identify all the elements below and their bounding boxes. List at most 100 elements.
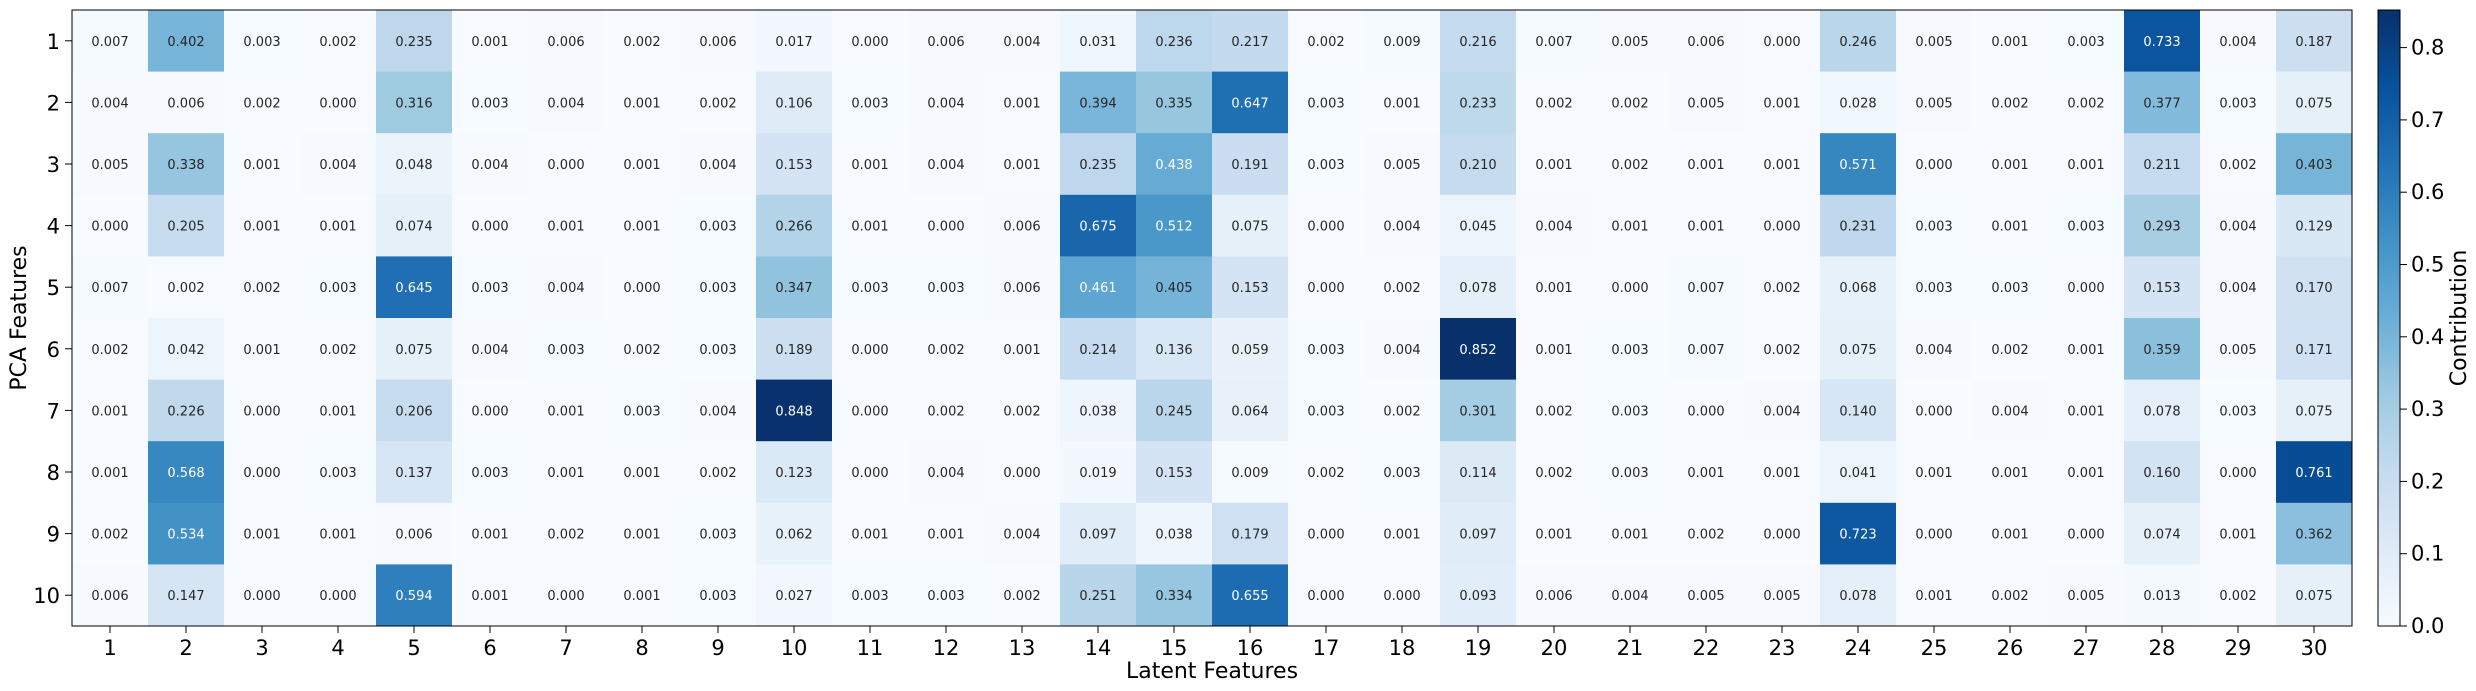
- heatmap-cell: [1212, 194, 1289, 257]
- cell-value-label: 0.002: [91, 343, 128, 358]
- heatmap-cell: [1516, 256, 1593, 319]
- cell-value-label: 0.003: [927, 589, 964, 604]
- heatmap-cell: [2124, 318, 2201, 381]
- cell-value-label: 0.006: [167, 96, 204, 111]
- heatmap-cell: [1060, 10, 1137, 73]
- heatmap-cell: [832, 256, 909, 319]
- heatmap-cell: [148, 502, 225, 565]
- cell-value-label: 0.655: [1231, 589, 1268, 604]
- x-tick-label: 13: [1009, 636, 1036, 660]
- heatmap-cell: [2048, 133, 2125, 196]
- heatmap-cell: [1668, 10, 1745, 73]
- cell-value-label: 0.001: [623, 96, 660, 111]
- cell-value-label: 0.002: [2219, 158, 2256, 173]
- heatmap-cell: [756, 133, 833, 196]
- heatmap-cell: [72, 502, 149, 565]
- cell-value-label: 0.004: [699, 404, 736, 419]
- heatmap-cell: [224, 318, 301, 381]
- heatmap-cell: [680, 71, 757, 134]
- heatmap-cell: [1592, 71, 1669, 134]
- cell-value-label: 0.000: [2067, 281, 2104, 296]
- heatmap-cell: [604, 502, 681, 565]
- heatmap-cell: [680, 379, 757, 442]
- cell-value-label: 0.316: [395, 96, 432, 111]
- cell-value-label: 0.000: [1307, 220, 1344, 235]
- cell-value-label: 0.568: [167, 466, 204, 481]
- heatmap-cell: [1972, 10, 2049, 73]
- colorbar-tick-label: 0.6: [2411, 180, 2444, 204]
- heatmap-cell: [832, 502, 909, 565]
- cell-value-label: 0.001: [243, 158, 280, 173]
- heatmap-cell: [148, 379, 225, 442]
- heatmap-cell: [1972, 256, 2049, 319]
- x-tick-label: 28: [2149, 636, 2176, 660]
- cell-value-label: 0.293: [2143, 220, 2180, 235]
- cell-value-label: 0.003: [1611, 343, 1648, 358]
- cell-value-label: 0.038: [1079, 404, 1116, 419]
- colorbar: [2377, 9, 2401, 627]
- cell-value-label: 0.000: [319, 589, 356, 604]
- cell-value-label: 0.512: [1155, 220, 1192, 235]
- cell-value-label: 0.000: [243, 589, 280, 604]
- cell-value-label: 0.394: [1079, 96, 1116, 111]
- heatmap-cell: [1364, 71, 1441, 134]
- cell-value-label: 0.002: [1763, 343, 1800, 358]
- heatmap-cell: [680, 564, 757, 627]
- heatmap-cell: [2200, 502, 2277, 565]
- colorbar-tick-label: 0.4: [2411, 325, 2444, 349]
- cell-value-label: 0.001: [623, 589, 660, 604]
- heatmap-cell: [680, 194, 757, 257]
- cell-value-label: 0.001: [243, 220, 280, 235]
- cell-value-label: 0.235: [395, 35, 432, 50]
- cell-value-label: 0.001: [851, 220, 888, 235]
- cell-value-label: 0.004: [2219, 281, 2256, 296]
- y-tick-label: 9: [47, 523, 60, 547]
- cell-value-label: 0.001: [243, 343, 280, 358]
- heatmap-cell: [1744, 318, 1821, 381]
- heatmap-cell: [72, 441, 149, 504]
- cell-value-label: 0.000: [1383, 589, 1420, 604]
- heatmap-cell: [832, 133, 909, 196]
- x-tick-label: 4: [331, 636, 344, 660]
- heatmap-cell: [1592, 502, 1669, 565]
- heatmap-cell: [1440, 71, 1517, 134]
- heatmap-cell: [528, 256, 605, 319]
- cell-value-label: 0.004: [471, 158, 508, 173]
- cell-value-label: 0.006: [927, 35, 964, 50]
- cell-value-label: 0.206: [395, 404, 432, 419]
- cell-value-label: 0.461: [1079, 281, 1116, 296]
- heatmap-cell: [1972, 441, 2049, 504]
- cell-value-label: 0.003: [1307, 343, 1344, 358]
- cell-value-label: 0.002: [699, 96, 736, 111]
- heatmap-cell: [2200, 256, 2277, 319]
- cell-value-label: 0.000: [927, 220, 964, 235]
- heatmap-cell: [452, 194, 529, 257]
- heatmap-cell: [2048, 194, 2125, 257]
- heatmap-cell: [1440, 502, 1517, 565]
- heatmap-cell: [1136, 441, 1213, 504]
- cell-value-label: 0.005: [2067, 589, 2104, 604]
- cell-value-label: 0.003: [1611, 466, 1648, 481]
- heatmap-cell: [832, 194, 909, 257]
- heatmap-cell: [300, 256, 377, 319]
- heatmap-cell: [528, 10, 605, 73]
- cell-value-label: 0.003: [319, 281, 356, 296]
- cell-value-label: 0.004: [1763, 404, 1800, 419]
- heatmap-cell: [528, 441, 605, 504]
- cell-value-label: 0.006: [699, 35, 736, 50]
- heatmap-cell: [1972, 194, 2049, 257]
- heatmap-cell: [452, 564, 529, 627]
- cell-value-label: 0.002: [1991, 589, 2028, 604]
- cell-value-label: 0.160: [2143, 466, 2180, 481]
- heatmap-cell: [1668, 133, 1745, 196]
- heatmap-cell: [1288, 10, 1365, 73]
- heatmap-cell: [1516, 318, 1593, 381]
- heatmap-cell: [1364, 564, 1441, 627]
- cell-value-label: 0.001: [1687, 466, 1724, 481]
- cell-value-label: 0.171: [2295, 343, 2332, 358]
- cell-value-label: 0.031: [1079, 35, 1116, 50]
- cell-value-label: 0.001: [471, 35, 508, 50]
- heatmap-cell: [1592, 564, 1669, 627]
- cell-value-label: 0.205: [167, 220, 204, 235]
- heatmap-cell: [984, 502, 1061, 565]
